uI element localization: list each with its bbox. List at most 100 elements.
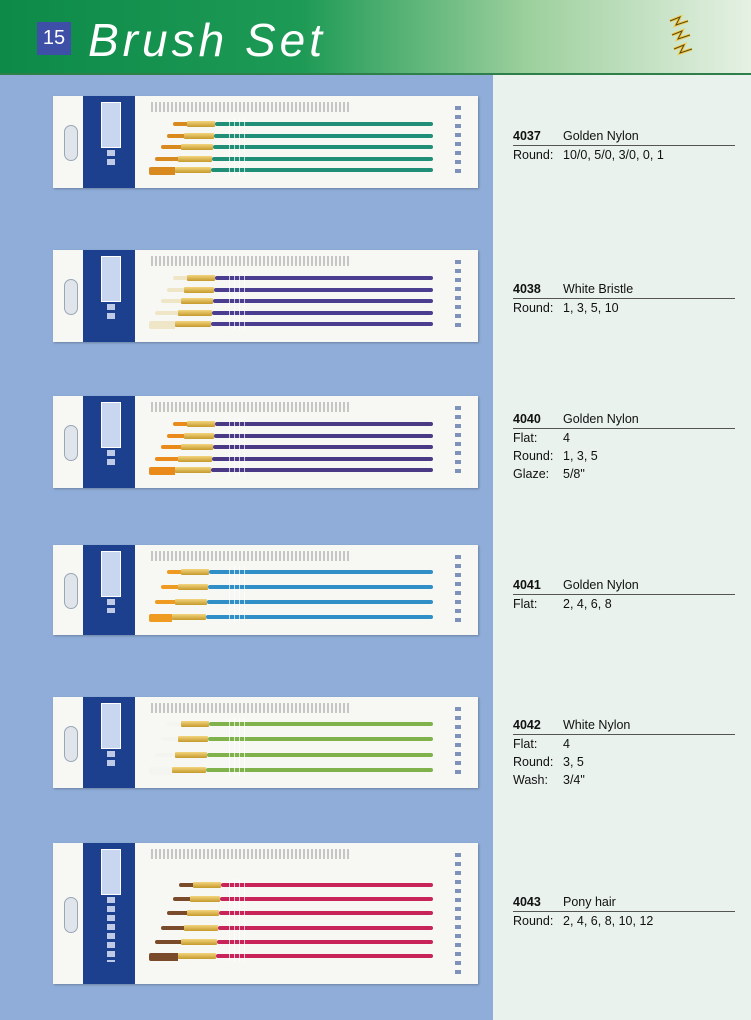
brush-ferrule bbox=[181, 939, 217, 945]
size-values: 3, 5 bbox=[563, 755, 584, 769]
rubber-bands bbox=[229, 418, 245, 476]
product-name: Golden Nylon bbox=[563, 129, 639, 143]
shape-label: Glaze: bbox=[513, 467, 550, 481]
brush-ferrule bbox=[178, 456, 212, 462]
brush-handle bbox=[206, 615, 433, 619]
size-values: 4 bbox=[563, 737, 570, 751]
product-code: 4043 bbox=[513, 895, 541, 909]
brush-tip bbox=[179, 883, 193, 887]
shape-label: Round: bbox=[513, 148, 554, 162]
brush-handle bbox=[211, 168, 433, 172]
rubber-bands bbox=[229, 718, 245, 776]
rubber-bands bbox=[229, 118, 245, 176]
brush-pack-card bbox=[53, 96, 478, 188]
brush-handle bbox=[209, 722, 433, 726]
shape-label: Round: bbox=[513, 301, 554, 315]
brush-handle bbox=[207, 753, 433, 757]
brush-handle bbox=[209, 570, 433, 574]
article-number-box bbox=[101, 551, 121, 597]
brush-ferrule bbox=[184, 287, 214, 293]
hang-hole-icon bbox=[64, 573, 78, 609]
brush-tip bbox=[155, 940, 181, 944]
shape-label: Wash: bbox=[513, 773, 548, 787]
brush-tip bbox=[155, 157, 178, 161]
brush-handle bbox=[208, 585, 433, 589]
brush-handle bbox=[221, 883, 433, 887]
page-title: Brush Set bbox=[88, 14, 326, 66]
brush-handle bbox=[220, 897, 433, 901]
spec-heading: 4037 Golden Nylon bbox=[513, 127, 735, 146]
brush-tip bbox=[149, 767, 172, 775]
size-values: 5/8" bbox=[563, 467, 585, 481]
brush-handle bbox=[212, 157, 433, 161]
slogan-vertical-text bbox=[455, 260, 461, 332]
hang-hole-icon bbox=[64, 425, 78, 461]
product-code: 4037 bbox=[513, 129, 541, 143]
product-name: Golden Nylon bbox=[563, 578, 639, 592]
brush-handle bbox=[213, 299, 433, 303]
size-values: 1, 3, 5, 10 bbox=[563, 301, 619, 315]
brush-tip bbox=[161, 445, 181, 449]
brush-ferrule bbox=[181, 444, 213, 450]
hang-hole-icon bbox=[64, 897, 78, 933]
brush-ferrule bbox=[190, 896, 220, 902]
article-number-box bbox=[101, 102, 121, 148]
shape-label: Flat: bbox=[513, 431, 538, 445]
brand-text-strip bbox=[107, 304, 115, 320]
brush-handle bbox=[208, 737, 433, 741]
brush-handle bbox=[212, 311, 433, 315]
product-spec-block: 4040 Golden Nylon Flat: 4 Round: 1, 3, 5 Glaze… bbox=[513, 410, 735, 483]
brush-tip bbox=[167, 134, 184, 138]
brush-handle bbox=[213, 145, 433, 149]
fine-print bbox=[151, 102, 351, 112]
brush-pack-card bbox=[53, 697, 478, 788]
brush-ferrule bbox=[178, 310, 212, 316]
brush-tip bbox=[149, 953, 178, 961]
brush-ferrule bbox=[181, 721, 209, 727]
shape-label: Flat: bbox=[513, 597, 538, 611]
product-spec-block: 4041 Golden Nylon Flat: 2, 4, 6, 8 bbox=[513, 576, 735, 613]
product-spec-block: 4042 White Nylon Flat: 4 Round: 3, 5 Wash: 3/4" bbox=[513, 716, 735, 789]
brush-tip bbox=[173, 897, 190, 901]
slogan-vertical-text bbox=[455, 707, 461, 778]
size-values: 3/4" bbox=[563, 773, 585, 787]
spec-heading: 4041 Golden Nylon bbox=[513, 576, 735, 595]
brush-handle bbox=[216, 954, 433, 958]
brush-ferrule bbox=[175, 167, 211, 173]
fine-print bbox=[151, 703, 351, 713]
brush-tip bbox=[173, 422, 187, 426]
brush-tip bbox=[155, 311, 178, 315]
brush-tip bbox=[161, 145, 181, 149]
brush-handle bbox=[211, 468, 433, 472]
size-row: Round: 2, 4, 6, 8, 10, 12 bbox=[513, 912, 735, 930]
size-row: Glaze: 5/8" bbox=[513, 465, 735, 483]
brush-tip bbox=[149, 321, 175, 329]
shape-label: Round: bbox=[513, 755, 554, 769]
rubber-bands bbox=[229, 272, 245, 330]
brush-ferrule bbox=[193, 882, 221, 888]
brush-pack-card bbox=[53, 545, 478, 635]
size-row: Round: 10/0, 5/0, 3/0, 0, 1 bbox=[513, 146, 735, 164]
brush-ferrule bbox=[172, 614, 206, 620]
spec-panel bbox=[493, 75, 751, 1020]
brush-pack-card bbox=[53, 843, 478, 984]
brush-tip bbox=[173, 122, 187, 126]
brush-ferrule bbox=[184, 433, 214, 439]
hang-hole-icon bbox=[64, 279, 78, 315]
shape-label: Flat: bbox=[513, 737, 538, 751]
rubber-bands bbox=[229, 566, 245, 623]
product-code: 4040 bbox=[513, 412, 541, 426]
brush-ferrule bbox=[178, 156, 212, 162]
brush-tip bbox=[155, 753, 175, 757]
spec-heading: 4038 White Bristle bbox=[513, 280, 735, 299]
brush-tip bbox=[167, 288, 184, 292]
size-values: 4 bbox=[563, 431, 570, 445]
slogan-vertical-text bbox=[455, 406, 461, 478]
slogan-vertical-text bbox=[455, 555, 461, 625]
brush-ferrule bbox=[181, 298, 213, 304]
page-header bbox=[0, 0, 751, 73]
rubber-bands bbox=[229, 879, 245, 962]
brush-ferrule bbox=[181, 569, 209, 575]
brush-tip bbox=[167, 570, 181, 574]
size-values: 2, 4, 6, 8 bbox=[563, 597, 612, 611]
